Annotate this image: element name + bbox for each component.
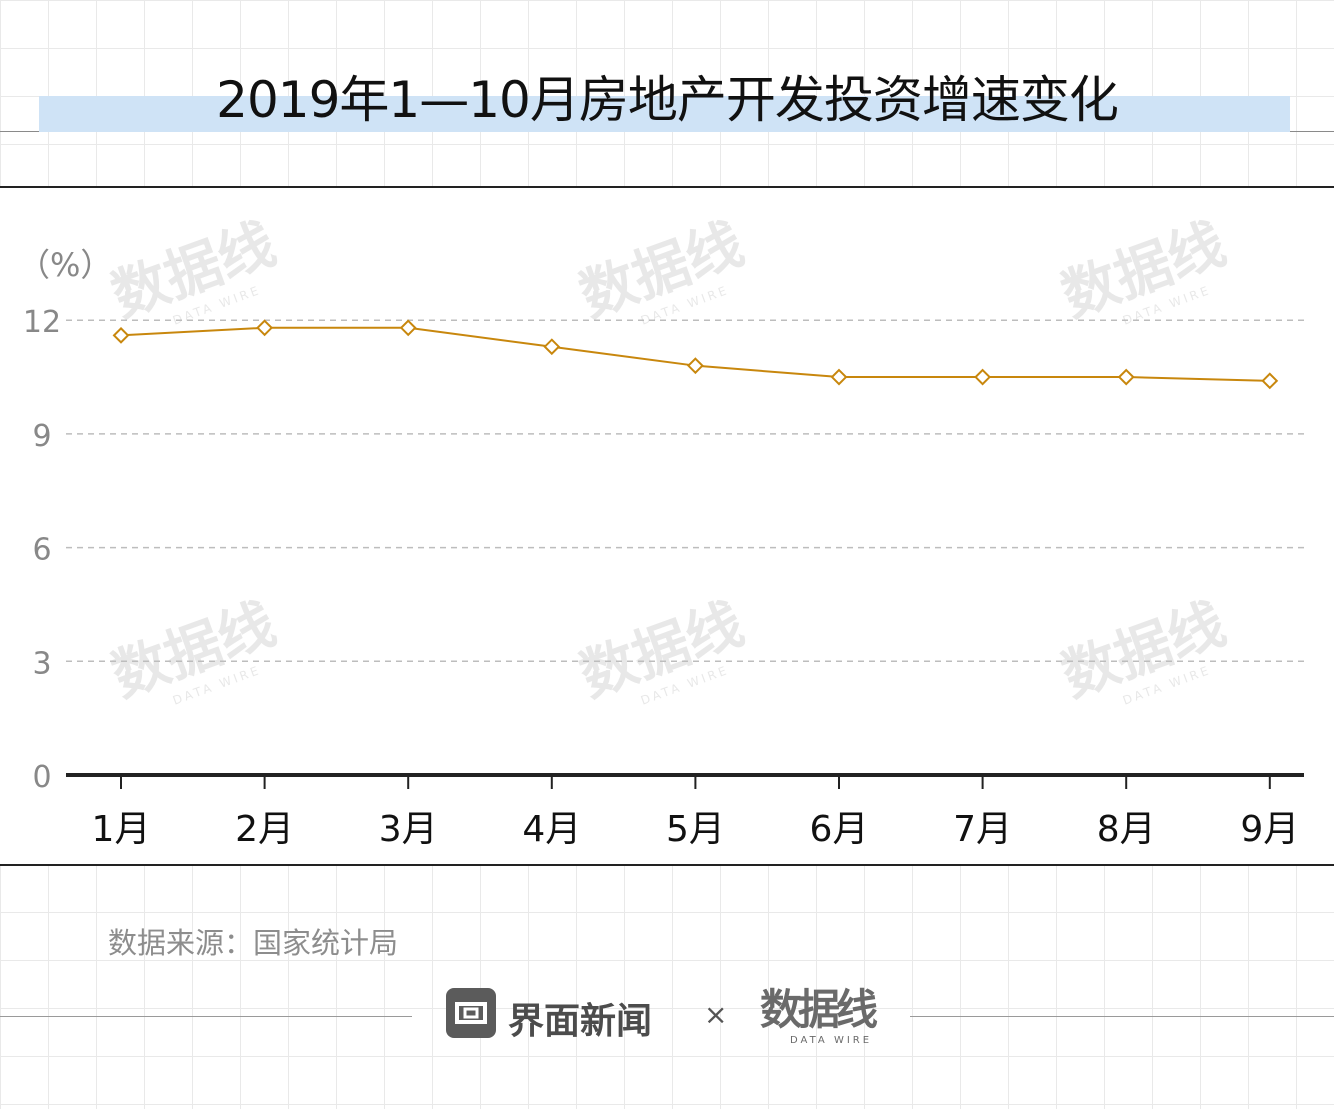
footer-rule-left bbox=[0, 1016, 412, 1017]
gridlines bbox=[66, 319, 1304, 663]
x-tick-label: 9月 bbox=[1240, 809, 1299, 850]
x-tick-label: 6月 bbox=[810, 809, 869, 850]
y-tick-label: 3 bbox=[32, 646, 51, 681]
data-point bbox=[256, 319, 274, 337]
x-tick-label: 3月 bbox=[379, 809, 438, 850]
footer-rule-right bbox=[910, 1016, 1334, 1017]
y-unit-label: （%） bbox=[18, 246, 112, 284]
data-point bbox=[830, 368, 848, 386]
x-tick-label: 4月 bbox=[522, 809, 581, 850]
y-tick-label: 0 bbox=[32, 760, 51, 795]
y-tick-labels: 0 3 6 9 12 bbox=[23, 305, 61, 795]
data-point bbox=[1117, 368, 1135, 386]
data-point bbox=[686, 357, 704, 375]
chart-panel: 数据线 DATA WIRE 数据线 DATA WIRE 数据线 DATA WIRE 数据线 D… bbox=[0, 186, 1334, 866]
data-point bbox=[974, 368, 992, 386]
partner-logo-subtitle: DATA WIRE bbox=[790, 1035, 873, 1046]
chart-title: 2019年1—10月房地产开发投资增速变化 bbox=[216, 71, 1119, 129]
x-tick-label: 1月 bbox=[92, 809, 151, 850]
x-tick-label: 2月 bbox=[235, 809, 294, 850]
y-tick-label: 9 bbox=[32, 419, 51, 454]
data-point bbox=[1261, 372, 1279, 390]
x-tick-label: 5月 bbox=[666, 809, 725, 850]
title-highlight-band bbox=[39, 96, 1290, 132]
data-series bbox=[112, 319, 1279, 390]
x-tick-label: 7月 bbox=[953, 809, 1012, 850]
x-tick-labels: 1月 2月 3月 4月 5月 6月 7月 8月 9月 bbox=[92, 809, 1300, 850]
partner-logo: 数据线 DATA WIRE bbox=[760, 976, 878, 1046]
data-point bbox=[543, 338, 561, 356]
x-axis bbox=[66, 773, 1304, 789]
data-source-note: 数据来源：国家统计局 bbox=[108, 926, 399, 960]
partner-logo-text: 数据线 bbox=[760, 985, 878, 1034]
jiemian-logo-icon bbox=[446, 988, 496, 1038]
data-point bbox=[399, 319, 417, 337]
y-tick-label: 6 bbox=[32, 533, 51, 568]
y-tick-label: 12 bbox=[23, 305, 61, 340]
data-point bbox=[112, 326, 130, 344]
brand-name: 界面新闻 bbox=[508, 1001, 653, 1042]
collab-times-mark: × bbox=[704, 998, 728, 1031]
x-tick-label: 8月 bbox=[1097, 809, 1156, 850]
